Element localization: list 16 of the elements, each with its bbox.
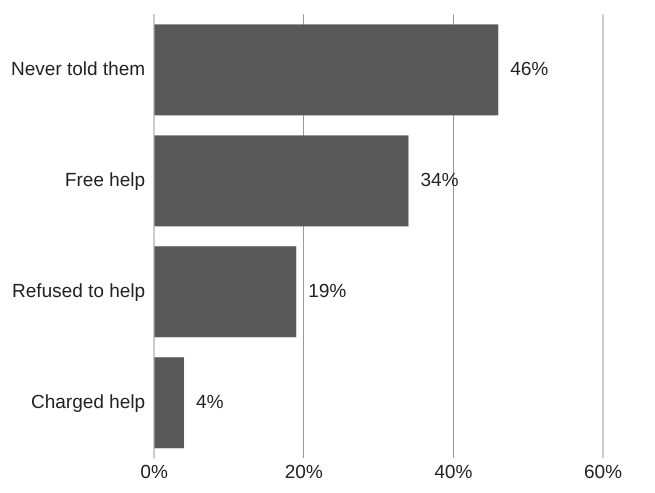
x-tick-label: 0%: [140, 462, 168, 483]
y-tick-label: Refused to help: [12, 281, 146, 302]
bar: [154, 135, 408, 226]
data-label: 46%: [510, 59, 548, 80]
y-tick-label: Free help: [64, 170, 146, 192]
y-tick-label: Never told them: [10, 59, 146, 80]
x-tick-label: 20%: [284, 462, 323, 483]
bar: [154, 357, 184, 448]
y-tick-label: Charged help: [31, 392, 146, 413]
data-label: 34%: [420, 170, 459, 192]
x-tick-label: 40%: [434, 462, 472, 483]
bar: [154, 246, 296, 338]
data-label: 19%: [308, 281, 346, 302]
bar: [154, 24, 498, 116]
data-label: 4%: [196, 392, 224, 413]
x-tick-label: 60%: [584, 462, 622, 483]
